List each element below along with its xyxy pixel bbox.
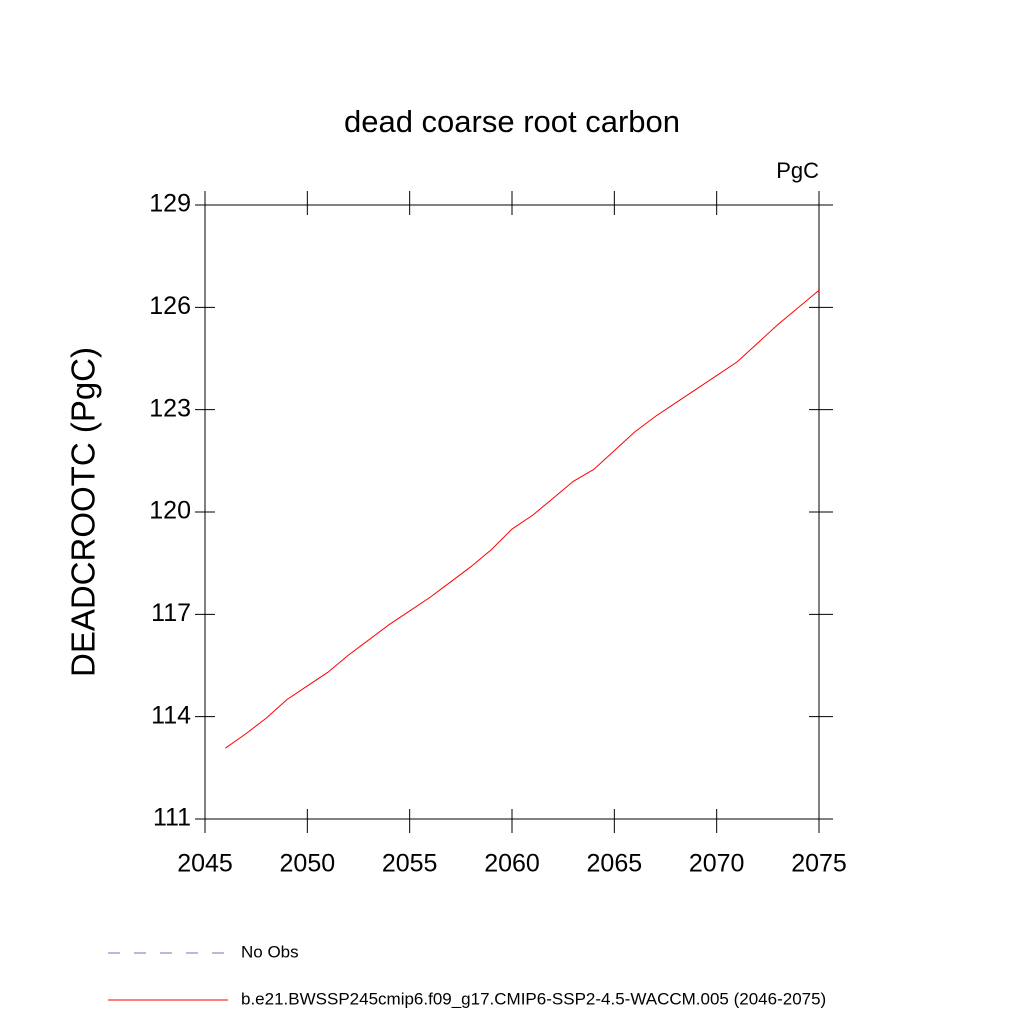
y-axis-label: DEADCROOTC (PgC) — [65, 347, 102, 677]
x-tick-label: 2050 — [280, 850, 336, 878]
y-tick-label: 111 — [153, 804, 191, 832]
units-label: PgC — [776, 158, 819, 183]
y-tick-label: 123 — [149, 394, 191, 422]
x-tick-label: 2075 — [791, 850, 847, 878]
legend-label: b.e21.BWSSP245cmip6.f09_g17.CMIP6-SSP2-4… — [241, 989, 826, 1008]
series-line — [225, 289, 820, 749]
x-tick-label: 2070 — [689, 850, 745, 878]
x-tick-label: 2065 — [587, 850, 643, 878]
y-tick-label: 117 — [151, 599, 191, 627]
y-tick-label: 126 — [149, 292, 191, 320]
chart-title: dead coarse root carbon — [344, 104, 680, 139]
y-tick-label: 129 — [149, 190, 191, 218]
y-tick-label: 120 — [149, 497, 191, 525]
x-tick-label: 2055 — [382, 850, 438, 878]
x-tick-label: 2045 — [177, 850, 233, 878]
legend-label: No Obs — [241, 942, 299, 961]
y-tick-label: 114 — [151, 701, 191, 729]
x-tick-label: 2060 — [484, 850, 540, 878]
